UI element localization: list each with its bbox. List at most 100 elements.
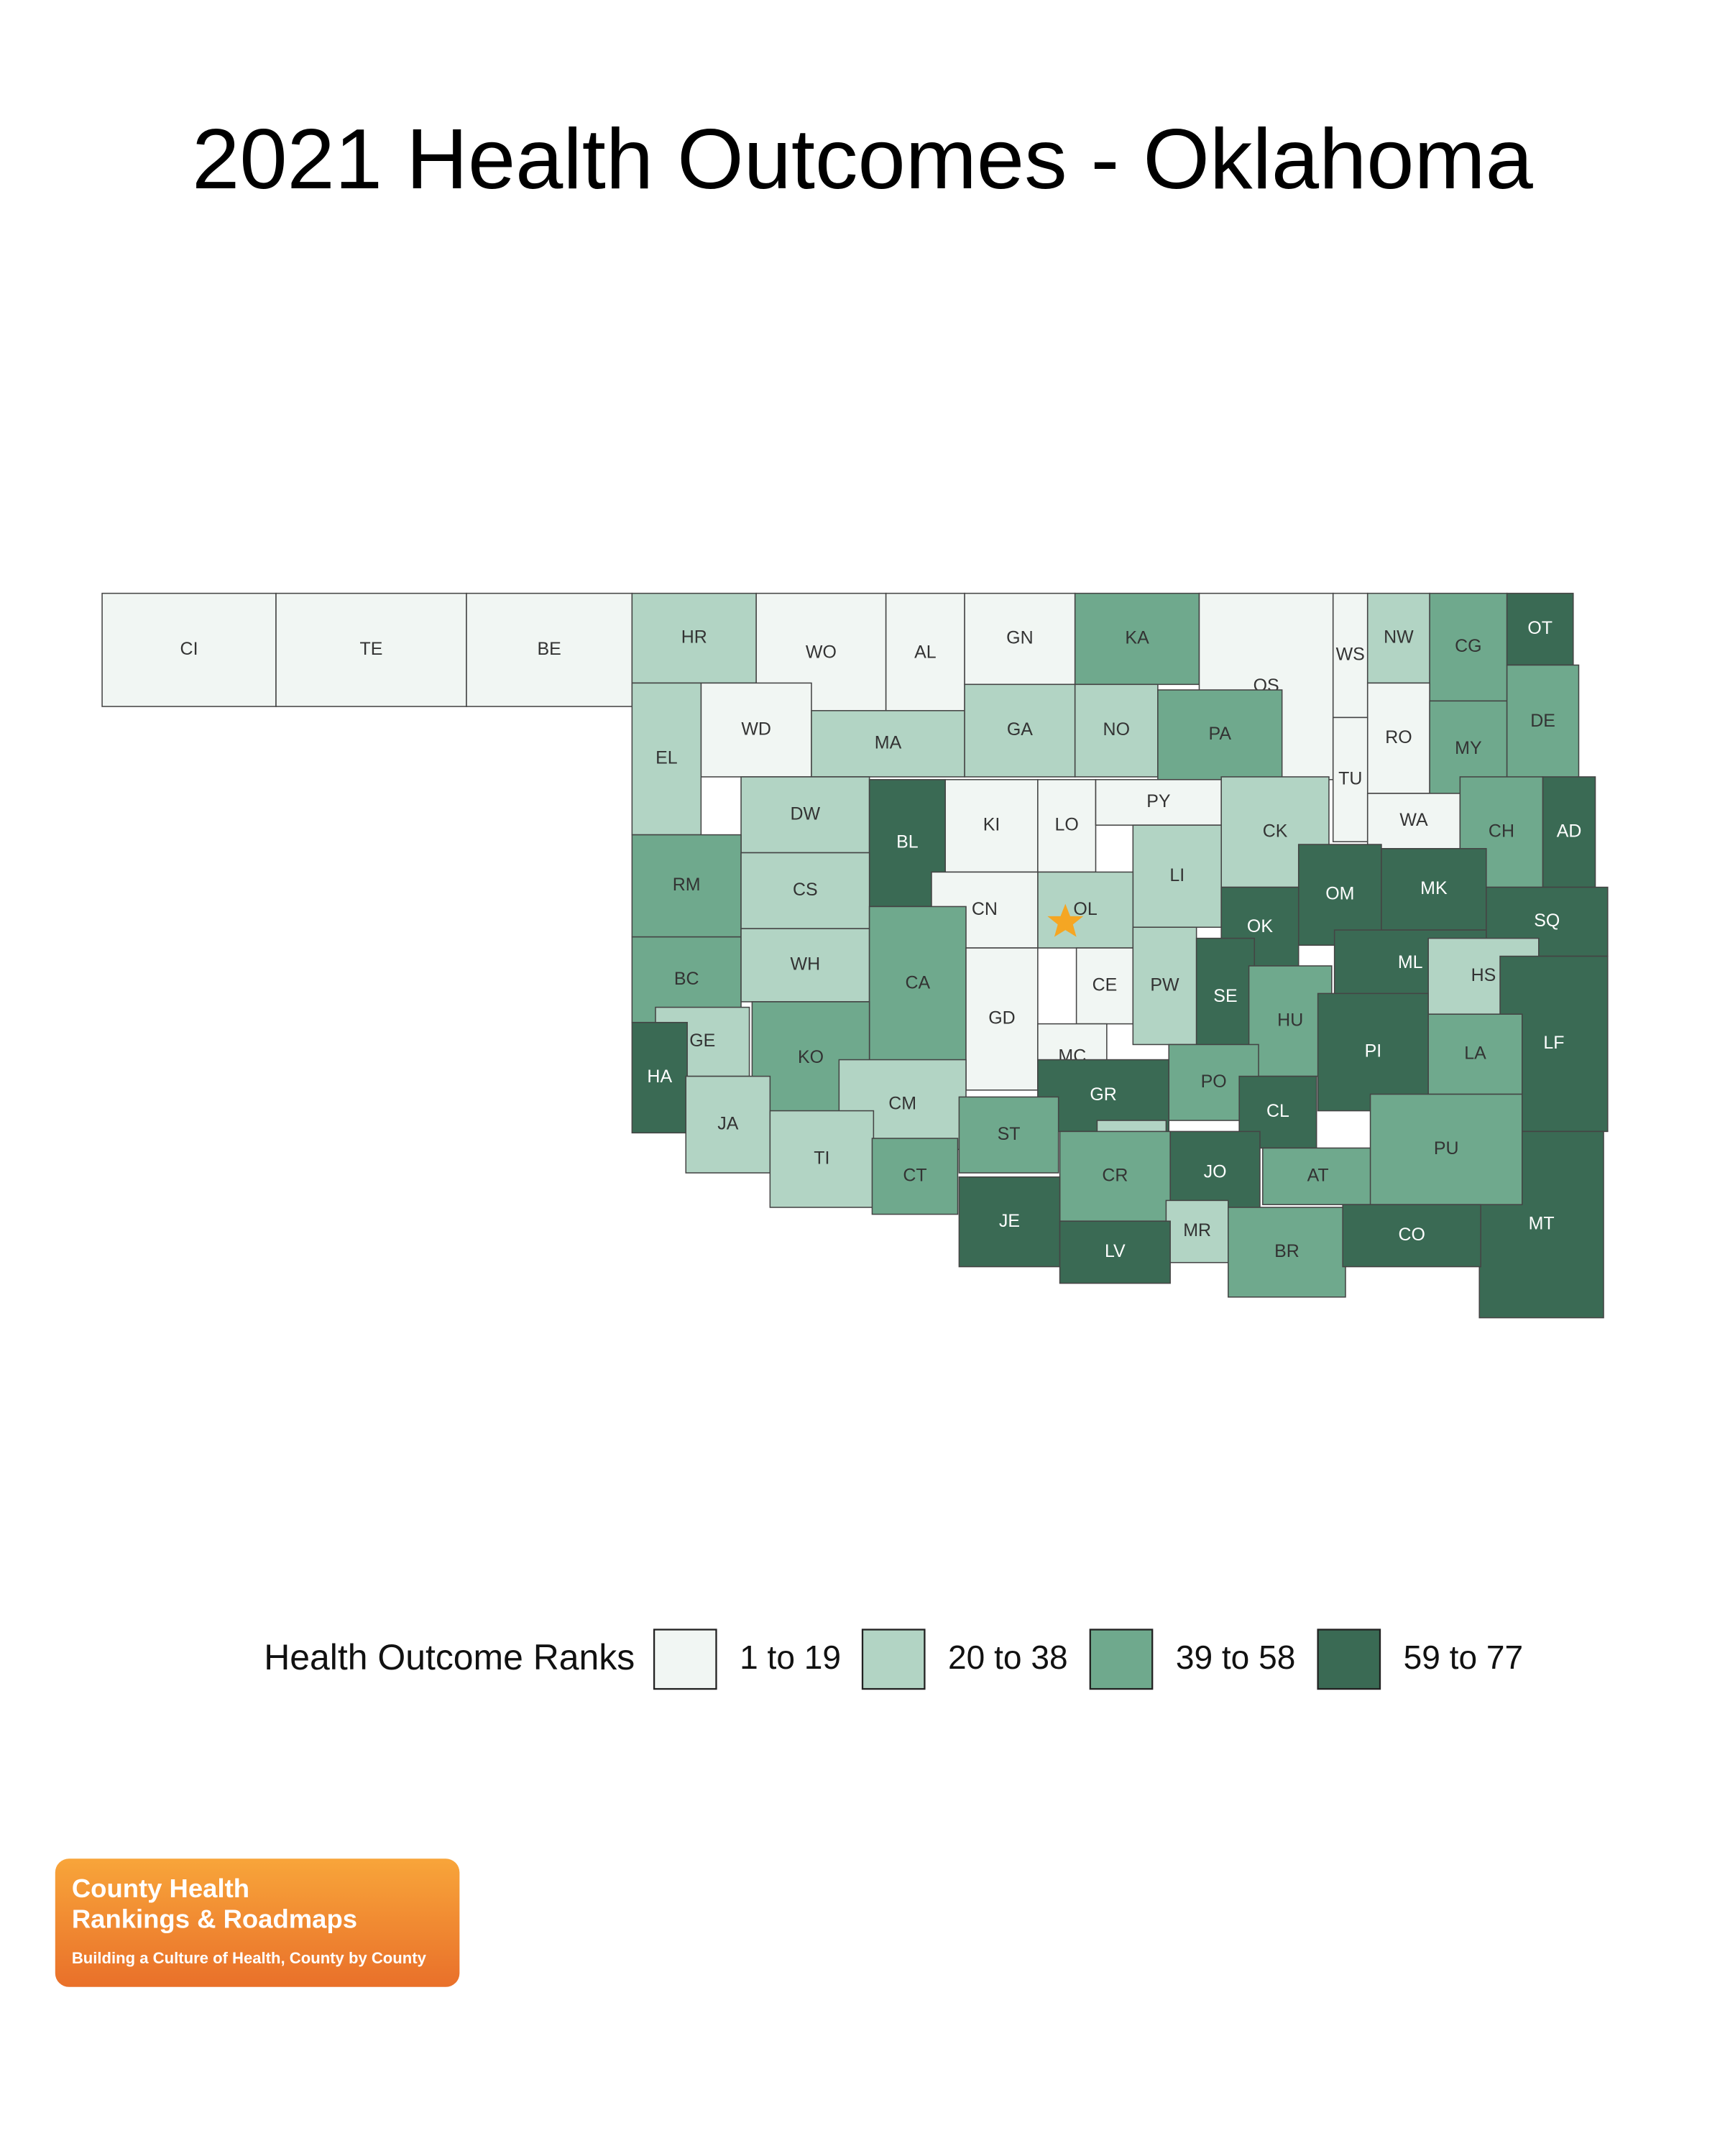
county-label: AT bbox=[1307, 1165, 1329, 1185]
county bbox=[275, 592, 467, 707]
county-label: JE bbox=[999, 1211, 1020, 1231]
county bbox=[1381, 848, 1487, 931]
county-label: LF bbox=[1543, 1033, 1564, 1053]
county bbox=[1074, 592, 1200, 686]
county bbox=[740, 776, 870, 854]
county bbox=[631, 682, 702, 836]
county bbox=[965, 947, 1039, 1091]
county-label: DW bbox=[791, 803, 821, 824]
county bbox=[1369, 1093, 1523, 1205]
county-label: OK bbox=[1247, 916, 1273, 936]
legend-swatch bbox=[1317, 1628, 1381, 1690]
county-label: KO bbox=[798, 1047, 824, 1067]
county bbox=[871, 1138, 959, 1215]
county-label: BR bbox=[1274, 1241, 1300, 1261]
county-label: CM bbox=[888, 1094, 916, 1114]
county bbox=[1059, 1130, 1171, 1222]
county bbox=[1332, 717, 1368, 842]
county-label: SE bbox=[1213, 986, 1237, 1006]
county-label: CH bbox=[1489, 821, 1514, 841]
county bbox=[101, 592, 277, 707]
county-label: CG bbox=[1455, 636, 1481, 656]
logo-tagline: Building a Culture of Health, County by … bbox=[72, 1949, 427, 1967]
county bbox=[1332, 592, 1368, 719]
county bbox=[1342, 1204, 1481, 1268]
county bbox=[958, 1096, 1059, 1174]
county bbox=[958, 1176, 1061, 1268]
county bbox=[1317, 992, 1429, 1112]
county-label: OL bbox=[1073, 899, 1097, 919]
county bbox=[1037, 779, 1097, 873]
county bbox=[1074, 683, 1159, 778]
county-label: GE bbox=[689, 1031, 715, 1051]
county-label: PU bbox=[1434, 1138, 1459, 1158]
county-label: LI bbox=[1169, 865, 1184, 885]
county-label: MR bbox=[1183, 1220, 1211, 1240]
county-label: RM bbox=[673, 875, 701, 895]
county bbox=[1075, 947, 1134, 1025]
county bbox=[700, 682, 812, 778]
county-label: AD bbox=[1557, 821, 1582, 841]
county bbox=[1157, 689, 1283, 780]
logo: County Health Rankings & Roadmaps Buildi… bbox=[55, 1858, 460, 1987]
county bbox=[885, 592, 965, 714]
county-label: KA bbox=[1125, 628, 1149, 648]
county-label: BL bbox=[896, 832, 919, 852]
county-label: NW bbox=[1384, 627, 1414, 648]
county-label: CE bbox=[1092, 975, 1118, 995]
county bbox=[1429, 592, 1508, 702]
county-label: BE bbox=[538, 639, 561, 659]
county-label: GA bbox=[1007, 719, 1033, 740]
county bbox=[1506, 592, 1574, 666]
county-label: HA bbox=[647, 1067, 672, 1087]
county-label: DE bbox=[1530, 711, 1555, 731]
county-label: BC bbox=[674, 969, 699, 989]
logo-badge bbox=[55, 1858, 460, 1987]
county bbox=[1195, 937, 1256, 1056]
county-label: CL bbox=[1266, 1101, 1289, 1121]
county-label: MK bbox=[1420, 878, 1448, 898]
county bbox=[631, 834, 742, 938]
county-label: AL bbox=[914, 642, 937, 663]
county-label: NO bbox=[1103, 719, 1130, 740]
county-label: CO bbox=[1398, 1225, 1425, 1245]
county-label: GR bbox=[1090, 1084, 1116, 1105]
county bbox=[631, 592, 757, 684]
legend-title: Health Outcome Ranks bbox=[264, 1637, 635, 1677]
county-label: TU bbox=[1338, 768, 1362, 788]
county bbox=[868, 906, 967, 1062]
county-label: WD bbox=[741, 719, 771, 739]
legend-label: 59 to 77 bbox=[1404, 1639, 1524, 1676]
county-label: JA bbox=[717, 1113, 738, 1133]
county-label: TI bbox=[814, 1148, 829, 1168]
county bbox=[944, 779, 1039, 873]
county-label: JO bbox=[1204, 1162, 1227, 1182]
county-label: HR bbox=[681, 627, 707, 648]
county-label: LV bbox=[1105, 1241, 1126, 1261]
county-label: PY bbox=[1146, 791, 1171, 811]
county bbox=[631, 1021, 688, 1134]
county-label: MA bbox=[875, 732, 902, 752]
county bbox=[769, 1110, 875, 1208]
county bbox=[1037, 1059, 1170, 1133]
county bbox=[1165, 1199, 1229, 1263]
county-label: CA bbox=[905, 973, 930, 993]
county bbox=[1297, 844, 1382, 946]
county-label: MT bbox=[1529, 1214, 1555, 1234]
capital-star bbox=[1047, 903, 1084, 937]
county-label: KI bbox=[983, 815, 1000, 835]
county bbox=[1542, 776, 1596, 888]
county bbox=[1366, 793, 1461, 849]
county bbox=[1506, 664, 1580, 779]
county bbox=[1037, 871, 1134, 949]
county-label: WS bbox=[1336, 645, 1365, 665]
legend-swatch bbox=[653, 1628, 717, 1690]
legend-swatch bbox=[1089, 1628, 1154, 1690]
county bbox=[740, 852, 870, 929]
county-label: PO bbox=[1201, 1072, 1227, 1092]
county-label: PW bbox=[1150, 975, 1179, 995]
county-label: LA bbox=[1464, 1043, 1486, 1063]
